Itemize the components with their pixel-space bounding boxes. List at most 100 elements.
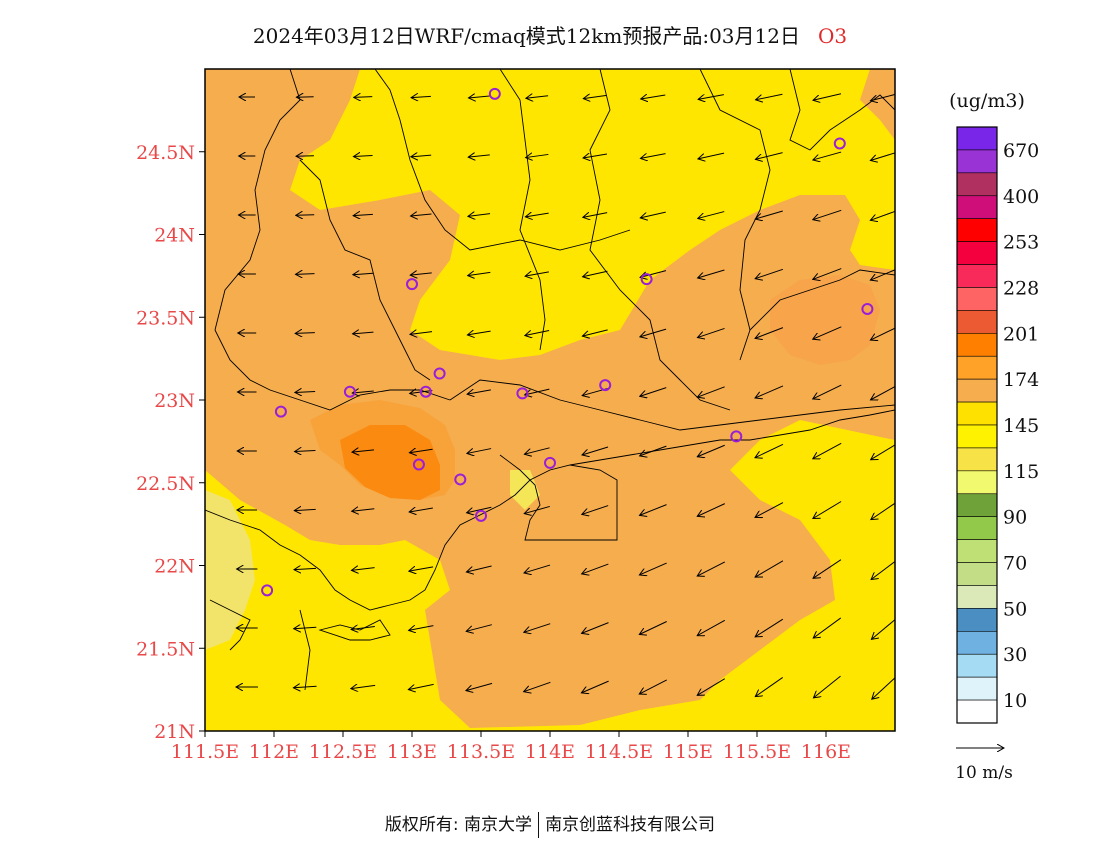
- wind-arrow: [872, 677, 895, 699]
- wind-arrow: [755, 210, 783, 219]
- colorbar-label: 145: [1003, 415, 1039, 437]
- wind-arrow: [639, 562, 667, 575]
- x-tick-label: 113E: [387, 741, 437, 763]
- wind-arrow: [813, 675, 841, 698]
- wind-arrow: [755, 677, 784, 696]
- colorbar-label: 253: [1003, 232, 1039, 254]
- colorbar-segment: [956, 470, 998, 495]
- colorbar-segment: [956, 126, 998, 151]
- colorbar-segment: [956, 355, 998, 380]
- wind-arrow: [581, 680, 609, 693]
- x-axis: 111.5E 112E 112.5E 113E 113.5E 114E 114.5E 115E…: [171, 731, 851, 763]
- wind-arrow: [409, 449, 433, 452]
- wind-arrow: [351, 568, 375, 571]
- colorbar-segment: [956, 310, 998, 334]
- wind-arrow: [640, 445, 667, 456]
- colorbar-segment: [956, 149, 998, 174]
- legend-unit: (ug/m3): [949, 90, 1025, 112]
- wind-arrow: [640, 328, 667, 337]
- x-tick-label: 113.5E: [447, 741, 515, 763]
- wind-arrow: [293, 686, 317, 688]
- wind-arrow: [352, 450, 375, 452]
- wind-arrow: [353, 214, 373, 215]
- wind-arrow: [697, 561, 726, 576]
- colorbar-segment: [956, 172, 998, 197]
- wind-arrow: [524, 447, 550, 454]
- station-marker: [406, 278, 418, 291]
- station-markers: [261, 87, 874, 597]
- wind-arrow: [524, 681, 551, 691]
- wind-arrow: [294, 568, 317, 569]
- x-tick-label: 114.5E: [585, 741, 653, 763]
- colorbar-segment: [956, 653, 998, 678]
- colorbar-segment: [956, 493, 998, 517]
- admin-boundaries: [205, 69, 895, 691]
- y-tick-label: 24N: [154, 225, 195, 247]
- o3-band-115-bay: [510, 470, 540, 510]
- wind-arrow: [582, 329, 608, 336]
- wind-arrow: [813, 442, 842, 458]
- station-marker: [516, 387, 529, 400]
- y-tick-label: 21.5N: [136, 638, 195, 660]
- colorbar-label: 670: [1003, 140, 1039, 162]
- wind-arrow: [295, 392, 316, 393]
- x-tick-label: 114E: [525, 741, 575, 763]
- colorbar-label: 400: [1003, 186, 1039, 208]
- copyright-footer: 版权所有: 南京大学 南京创蓝科技有限公司: [0, 810, 1100, 838]
- o3-band-115-west: [205, 490, 255, 650]
- colorbar-segment: [956, 264, 998, 288]
- wind-arrow: [813, 93, 842, 100]
- wind-arrow: [525, 272, 549, 276]
- wind-arrow: [466, 682, 493, 690]
- wind-arrow: [409, 508, 433, 512]
- wind-arrow: [813, 384, 842, 399]
- wind-arrow: [411, 96, 431, 97]
- wind-arrow: [411, 155, 432, 157]
- colorbar-label: 201: [1003, 323, 1039, 345]
- wind-arrow: [698, 152, 725, 159]
- wind-arrow: [697, 619, 726, 635]
- wind-arrow: [697, 678, 726, 696]
- wind-arrow: [641, 95, 666, 99]
- wind-arrow: [755, 385, 784, 398]
- wind-arrow: [582, 446, 609, 455]
- wind-arrow: [698, 269, 725, 278]
- wind-arrow: [640, 387, 667, 397]
- wind-arrow: [639, 679, 667, 694]
- wind-arrow: [524, 623, 551, 633]
- wind-arrow: [756, 93, 783, 100]
- wind-arrow: [755, 152, 783, 160]
- wind-arrow: [755, 268, 784, 278]
- wind-arrow: [409, 567, 434, 571]
- wind-arrow: [410, 332, 433, 335]
- wind-arrow: [408, 683, 434, 689]
- wind-arrow: [468, 272, 491, 275]
- wind-arrow: [697, 503, 725, 517]
- colorbar-segment: [956, 608, 998, 632]
- wind-arrow: [526, 154, 549, 157]
- wind-arrow: [639, 621, 667, 635]
- colorbar-segment: [956, 378, 998, 403]
- colorbar-segment: [956, 562, 998, 586]
- colorbar-segment: [956, 539, 998, 563]
- colorbar-label: 30: [1003, 644, 1027, 666]
- colorbar: [956, 126, 998, 724]
- copyright-right: 南京创蓝科技有限公司: [545, 815, 716, 835]
- wind-arrow: [467, 448, 492, 454]
- colorbar-segment: [956, 447, 998, 472]
- wind-arrow: [351, 685, 376, 688]
- wind-arrow: [583, 213, 608, 218]
- colorbar-segment: [956, 401, 998, 426]
- copyright-left: 版权所有: 南京大学: [384, 815, 533, 835]
- wind-arrow: [468, 155, 490, 157]
- station-marker: [599, 379, 612, 392]
- colorbar-label: 174: [1003, 369, 1039, 391]
- x-tick-label: 115E: [663, 741, 713, 763]
- colorbar-label: 10: [1003, 690, 1027, 712]
- wind-arrow: [755, 327, 784, 339]
- y-tick-label: 23N: [154, 390, 195, 412]
- station-marker: [730, 430, 743, 443]
- colorbar-segment: [956, 424, 998, 449]
- wind-arrow: [639, 504, 667, 516]
- x-tick-label: 115.5E: [723, 741, 791, 763]
